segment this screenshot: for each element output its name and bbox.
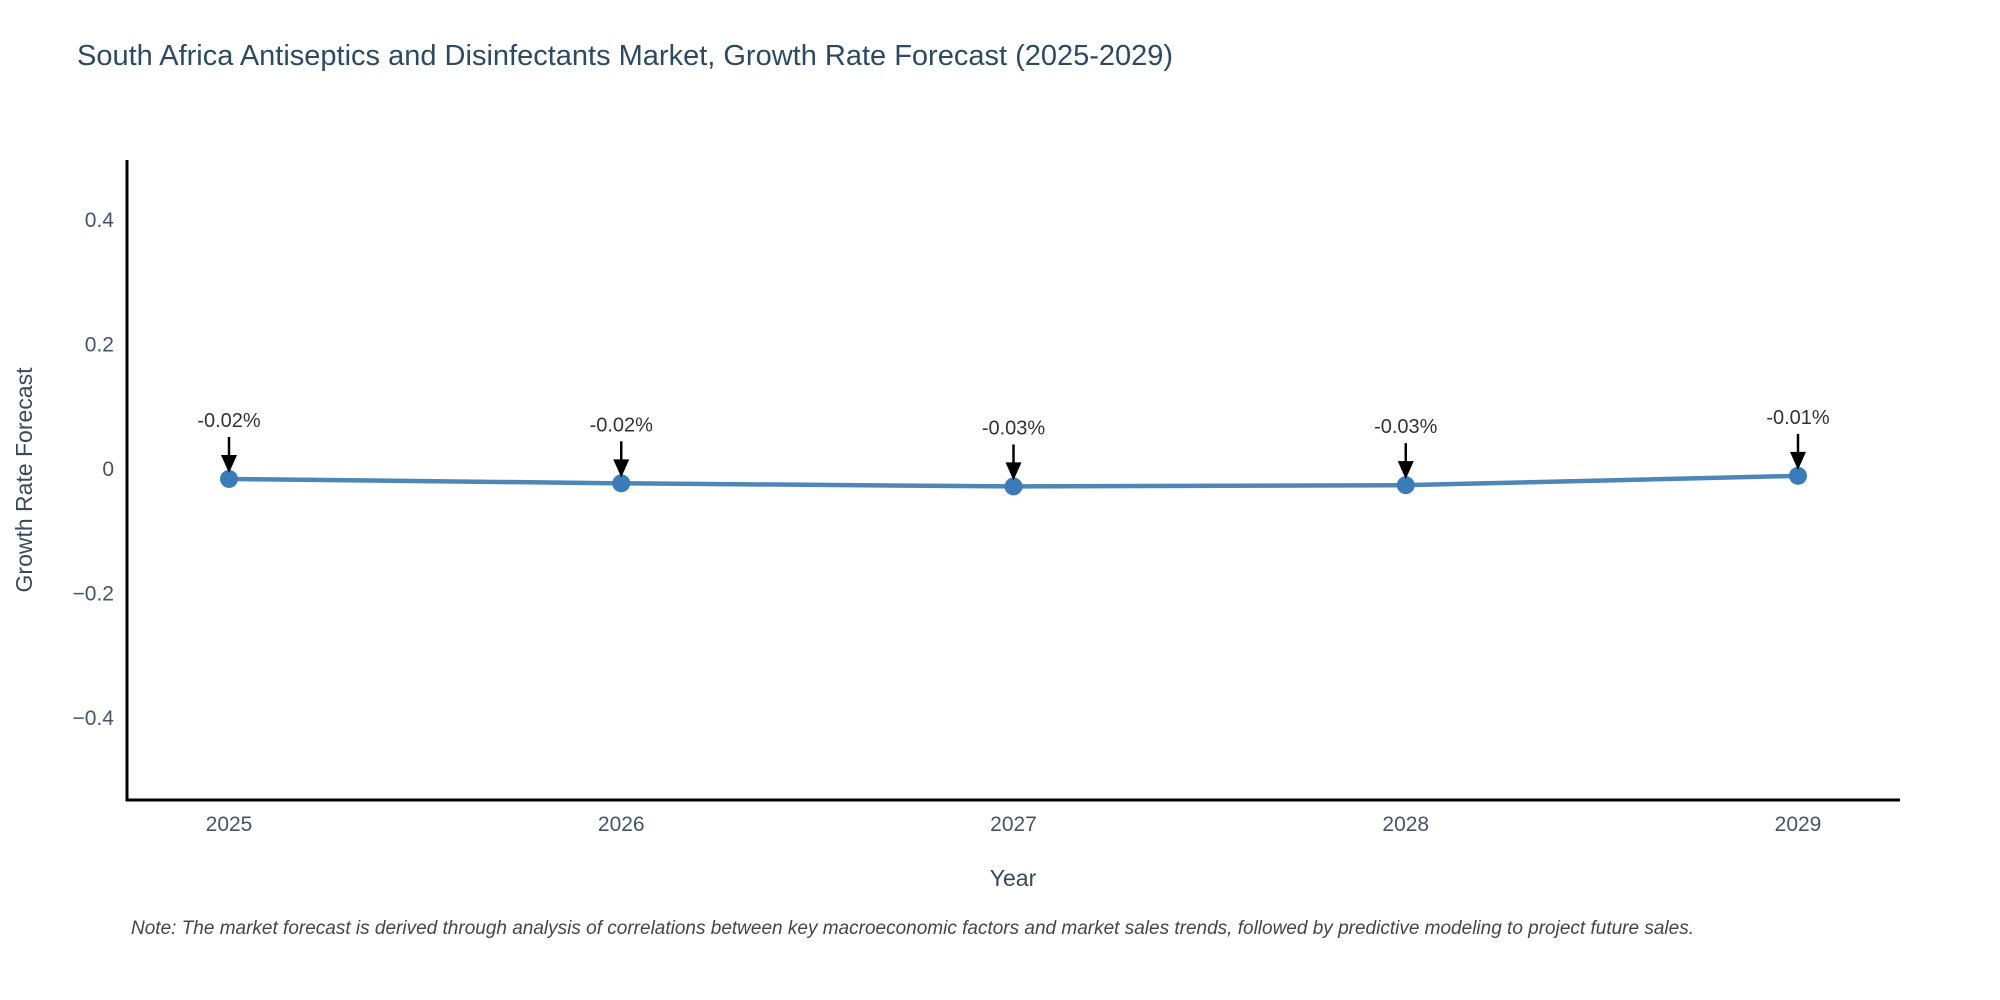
x-tick-label-2029: 2029	[1775, 813, 1822, 836]
annotation-arrowhead-2028	[1397, 461, 1414, 480]
x-tick-label-2028: 2028	[1382, 813, 1429, 836]
y-tick-label: 0.2	[85, 334, 114, 357]
y-tick-label: −0.4	[73, 707, 115, 730]
point-label-2026: -0.02%	[590, 414, 654, 436]
point-label-2025: -0.02%	[197, 410, 261, 432]
footnote: Note: The market forecast is derived thr…	[131, 918, 1694, 939]
annotation-arrowhead-2027	[1005, 462, 1022, 481]
data-point-2026	[612, 474, 631, 493]
y-tick-label: −0.2	[73, 583, 114, 606]
annotation-arrowhead-2029	[1790, 451, 1806, 470]
data-point-2029	[1789, 466, 1807, 485]
x-tick-label-2026: 2026	[598, 813, 645, 836]
x-tick-label-2025: 2025	[206, 813, 253, 836]
data-point-2025	[220, 469, 238, 488]
x-axis-title: Year	[990, 865, 1037, 891]
y-axis-title: Growth Rate Forecast	[11, 367, 37, 593]
annotation-arrowhead-2026	[613, 459, 630, 478]
point-label-2027: -0.03%	[982, 417, 1046, 439]
point-label-2028: -0.03%	[1374, 416, 1438, 438]
annotation-arrowhead-2025	[221, 454, 237, 473]
data-point-2028	[1396, 476, 1415, 495]
point-label-2029: -0.01%	[1766, 407, 1830, 429]
y-tick-label: 0.4	[85, 209, 115, 232]
data-point-2027	[1004, 477, 1023, 496]
y-tick-label: 0	[102, 458, 114, 481]
x-tick-label-2027: 2027	[990, 813, 1037, 836]
chart-title: South Africa Antiseptics and Disinfectan…	[77, 40, 1174, 72]
